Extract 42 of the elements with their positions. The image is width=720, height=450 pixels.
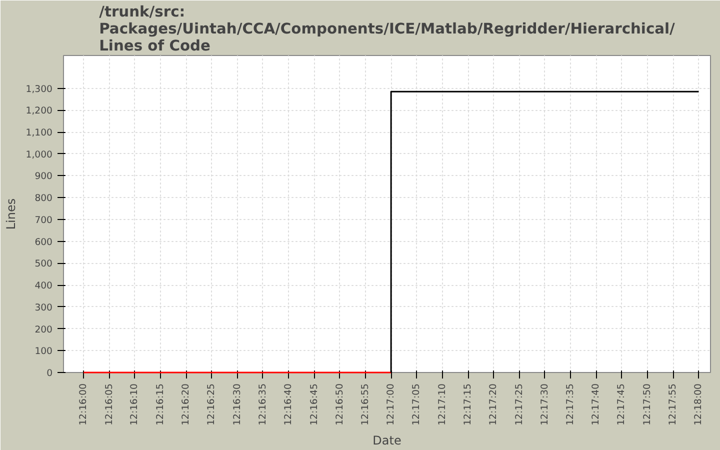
- y-tick-label: 800: [34, 193, 53, 204]
- y-tick-label: 600: [34, 236, 53, 248]
- x-tick-label: 12:16:15: [154, 383, 166, 426]
- x-tick-label: 12:17:25: [514, 383, 525, 426]
- y-tick-label: 300: [34, 302, 53, 314]
- x-tick-label: 12:16:00: [78, 383, 90, 426]
- x-tick-label: 12:18:00: [693, 383, 704, 426]
- y-tick-label: 1,000: [26, 149, 53, 160]
- x-tick-label: 12:17:55: [668, 383, 679, 426]
- x-axis-title: Date: [372, 433, 402, 448]
- x-tick-label: 12:17:50: [642, 383, 653, 426]
- y-tick-label: 100: [34, 346, 53, 358]
- y-tick-label: 1,100: [26, 128, 53, 139]
- y-tick-label: 1,200: [26, 106, 53, 117]
- x-tick-label: 12:17:20: [488, 383, 500, 426]
- x-tick-label: 12:17:05: [411, 383, 422, 426]
- y-tick-label: 500: [34, 258, 53, 270]
- y-tick-label: 200: [34, 324, 53, 336]
- y-tick-label: 0: [46, 368, 53, 379]
- chart-title: /trunk/src: Packages/Uintah/CCA/Components/ICE/Matlab/Regridder/Hierarchical/ Lines of Code: [99, 4, 676, 54]
- y-tick-label: 1,300: [26, 84, 53, 95]
- x-tick-label: 12:16:05: [104, 383, 115, 426]
- x-tick-label: 12:16:10: [129, 383, 140, 426]
- x-tick-label: 12:17:35: [565, 383, 576, 426]
- y-tick-label: 400: [34, 280, 53, 292]
- x-tick-label: 12:17:10: [436, 383, 448, 426]
- x-tick-label: 12:16:25: [206, 383, 218, 426]
- x-tick-label: 12:16:30: [232, 383, 243, 426]
- y-tick-label: 900: [34, 171, 53, 182]
- x-tick-label: 12:16:55: [360, 383, 371, 426]
- x-tick-label: 12:16:20: [180, 383, 192, 426]
- x-tick-label: 12:16:45: [308, 383, 320, 426]
- y-tick-label: 700: [34, 214, 53, 226]
- x-tick-label: 12:17:15: [462, 383, 474, 426]
- x-tick-label: 12:17:30: [539, 383, 550, 426]
- x-tick-label: 12:17:40: [590, 383, 602, 426]
- x-tick-label: 12:17:00: [386, 383, 397, 426]
- x-tick-label: 12:16:40: [283, 383, 294, 426]
- y-axis-title: Lines: [4, 198, 18, 230]
- x-tick-label: 12:16:35: [257, 383, 268, 426]
- x-tick-label: 12:16:50: [334, 383, 346, 426]
- x-tick-label: 12:17:45: [616, 383, 628, 426]
